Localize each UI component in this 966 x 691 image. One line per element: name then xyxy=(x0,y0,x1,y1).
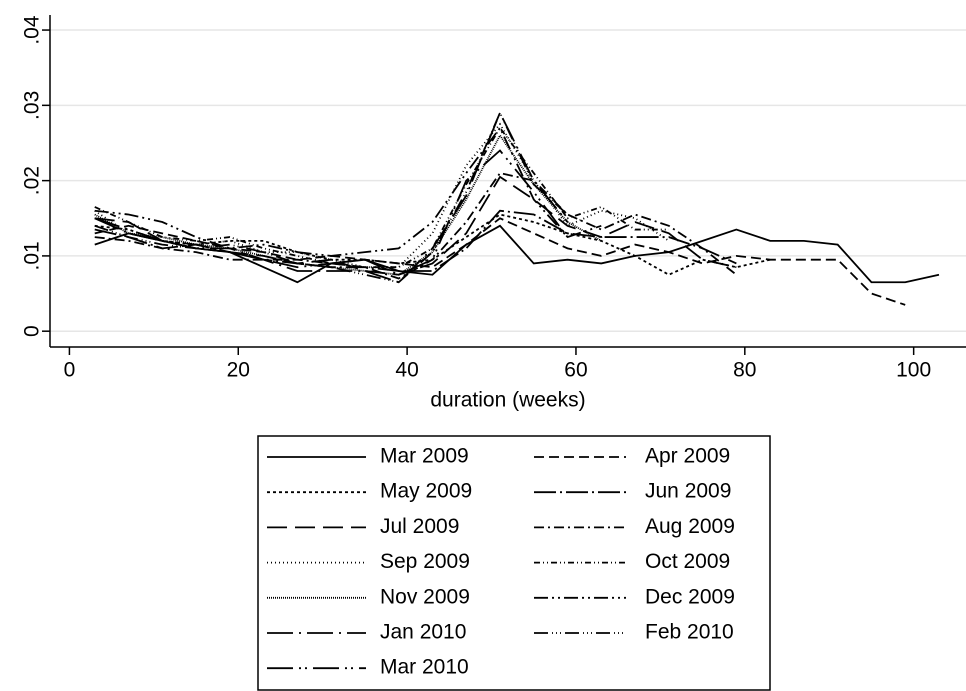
series-line xyxy=(94,122,670,269)
series-line xyxy=(94,217,906,306)
x-tick-label: 60 xyxy=(564,359,587,382)
series-line xyxy=(94,172,737,280)
legend-label: Jun 2009 xyxy=(645,480,731,503)
legend-label: Oct 2009 xyxy=(645,550,730,573)
y-tick-label: .04 xyxy=(21,15,44,45)
series-line xyxy=(94,175,737,276)
legend-label: Aug 2009 xyxy=(645,515,735,538)
x-tick-label: 40 xyxy=(395,359,418,382)
y-tick-label: .02 xyxy=(21,166,44,195)
series-line xyxy=(94,110,569,284)
legend-label: Apr 2009 xyxy=(645,445,730,468)
series-line xyxy=(94,110,569,284)
legend-label: Mar 2009 xyxy=(380,445,469,468)
legend-label: Dec 2009 xyxy=(645,585,735,608)
y-tick-label: .01 xyxy=(21,241,44,270)
series-line xyxy=(94,149,569,276)
legend-label: Feb 2010 xyxy=(645,621,734,644)
legend-label: Jan 2010 xyxy=(380,621,466,644)
legend-label: Sep 2009 xyxy=(380,550,470,573)
series-line xyxy=(94,224,940,284)
y-tick-label: 0 xyxy=(21,325,44,337)
legend-label: Nov 2009 xyxy=(380,585,470,608)
series-line xyxy=(94,126,602,257)
x-tick-label: 100 xyxy=(896,359,931,382)
x-tick-label: 80 xyxy=(733,359,756,382)
x-axis-title: duration (weeks) xyxy=(430,389,585,412)
y-tick-label: .03 xyxy=(21,91,44,120)
legend-label: Jul 2009 xyxy=(380,515,459,538)
legend-label: May 2009 xyxy=(380,480,472,503)
legend-label: Mar 2010 xyxy=(380,656,469,679)
x-tick-label: 0 xyxy=(64,359,76,382)
series-line xyxy=(94,126,669,269)
x-tick-label: 20 xyxy=(227,359,250,382)
